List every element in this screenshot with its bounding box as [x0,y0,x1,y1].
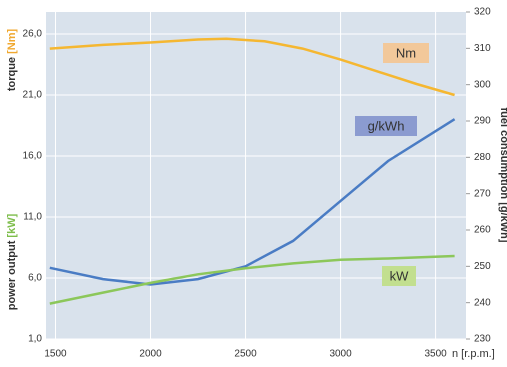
y2-tick-label: 310 [474,43,491,54]
x-axis-label: n [r.p.m.] [452,348,495,360]
legend-swatch [382,266,416,286]
y-tick-label: 11,0 [23,212,42,223]
y-axis-label-text: power output [6,240,18,310]
legend-swatch [355,116,417,136]
y2-tick-label: 230 [474,334,491,345]
x-tick-label: 2500 [234,349,257,360]
x-tick-label: 2000 [139,349,162,360]
x-tick-label: 3500 [424,349,447,360]
series-line [49,118,456,286]
legend-label: g/kWh [368,118,405,133]
y-tick-label: 16,0 [23,151,43,162]
y-tick-label: 26,0 [23,29,43,40]
y-axis-label: torque [Nm] [6,28,18,91]
y2-tick-label: 270 [474,188,491,199]
y2-tick-label: 240 [474,297,491,308]
y-tick-label: 21,0 [23,90,43,101]
y-tick-label: 1,0 [28,334,42,345]
legend-label: kW [390,268,410,283]
y2-tick-label: 260 [474,225,491,236]
legend-swatch [383,43,429,63]
legend-label: Nm [396,45,416,60]
y2-tick-label: 290 [474,116,491,127]
y-axis-label: power output [kW] [6,213,18,310]
y2-tick-label: 300 [474,79,491,90]
y-axis-label-unit: [Nm] [6,28,18,53]
x-tick-label: 3000 [329,349,352,360]
y2-tick-label: 250 [474,261,491,272]
y2-axis-label: fuel consumption [g/kWh] [498,107,507,242]
y-tick-label: 6,0 [28,273,42,284]
y2-tick-label: 280 [474,152,491,163]
series-line [49,37,455,97]
series-line [49,254,455,305]
y-axis-label-text: torque [6,57,18,91]
y-axis-label-unit: [kW] [6,213,18,237]
x-tick-label: 1500 [44,349,67,360]
y2-tick-label: 320 [474,7,491,18]
